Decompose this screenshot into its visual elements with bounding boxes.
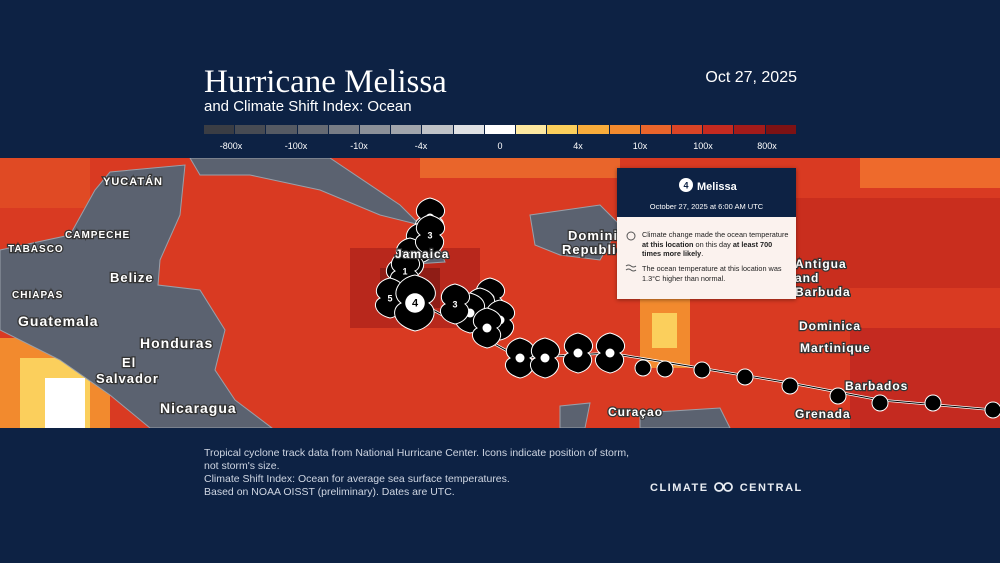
track-points bbox=[634, 359, 1000, 419]
place-label: Belize bbox=[110, 270, 154, 285]
text: at least 700 times more likely bbox=[642, 239, 773, 259]
legend-scale bbox=[204, 125, 797, 134]
place-label: Barbuda bbox=[795, 285, 851, 299]
storm-tooltip: 4 Melissa October 27, 2025 at 6:00 AM UT… bbox=[617, 168, 796, 299]
ocean-shading bbox=[0, 158, 1000, 428]
storm-category: 3 bbox=[452, 300, 457, 310]
tooltip-text-1: Climate change made the ocean temperatur… bbox=[642, 230, 792, 259]
place-label: Guatemala bbox=[18, 313, 99, 329]
tooltip-text-2: The ocean temperature at this location w… bbox=[642, 264, 782, 283]
place-label: Honduras bbox=[140, 335, 213, 351]
text: Climate change made the ocean temperatur… bbox=[642, 230, 789, 239]
storm-category: 4 bbox=[412, 298, 419, 310]
text: at this location bbox=[642, 239, 694, 249]
legend-label: 800x bbox=[757, 141, 777, 151]
place-label: TABASCO bbox=[8, 244, 64, 255]
storm-icons: 3 1 5 4 3 bbox=[374, 197, 626, 379]
place-label: and bbox=[795, 271, 819, 285]
note: Climate Shift Index: Ocean for average s… bbox=[204, 473, 510, 485]
place-label: El bbox=[122, 355, 136, 370]
place-label: Nicaragua bbox=[160, 400, 237, 416]
legend-label: 0 bbox=[497, 141, 503, 151]
storm-icon: 3 bbox=[414, 214, 446, 256]
storm-eye bbox=[448, 297, 462, 311]
logo-text: CENTRAL bbox=[739, 482, 803, 494]
storm-eye bbox=[515, 353, 525, 363]
legend-label: 4x bbox=[573, 141, 583, 151]
place-label: CHIAPAS bbox=[12, 290, 63, 301]
storm-eye bbox=[383, 291, 397, 305]
legend-label: -800x bbox=[219, 141, 243, 151]
storm-category: 5 bbox=[387, 294, 392, 304]
storm-eye bbox=[482, 323, 492, 333]
legend-label: -100x bbox=[284, 141, 308, 151]
title: Hurricane Melissa bbox=[204, 64, 447, 100]
storm-name: Melissa bbox=[697, 181, 737, 193]
storm-eye bbox=[573, 348, 583, 358]
logo-text: CLIMATE bbox=[650, 482, 709, 494]
date: Oct 27, 2025 bbox=[705, 69, 797, 86]
place-label: Martinique bbox=[800, 341, 871, 355]
place-label: CAMPECHE bbox=[65, 230, 130, 241]
place-label: Salvador bbox=[96, 371, 159, 386]
footnotes: Tropical cyclone track data from Nationa… bbox=[204, 447, 634, 499]
place-label: YUCATÁN bbox=[103, 175, 163, 188]
text: . bbox=[701, 249, 704, 258]
tooltip-icons bbox=[625, 231, 637, 272]
place-label: Republic bbox=[562, 242, 625, 257]
storm-icon: 4 bbox=[394, 274, 436, 332]
storm-icon bbox=[471, 307, 503, 349]
storm-icon: 3 bbox=[439, 283, 471, 325]
tooltip-date: October 27, 2025 at 6:00 AM UTC bbox=[649, 202, 764, 211]
place-label: Dominica bbox=[799, 319, 861, 333]
storm-badge: 4 bbox=[679, 178, 693, 192]
place-label: Curaçao bbox=[608, 405, 663, 419]
note: Based on NOAA OISST (preliminary). Dates… bbox=[204, 486, 455, 498]
note: Tropical cyclone track data from Nationa… bbox=[204, 447, 630, 472]
legend-label: 100x bbox=[693, 141, 713, 151]
tooltip-header: 4 Melissa October 27, 2025 at 6:00 AM UT… bbox=[617, 168, 796, 217]
storm-category: 1 bbox=[402, 267, 407, 277]
storm-icon bbox=[529, 337, 561, 379]
storm-eye bbox=[398, 264, 412, 278]
storm-eye bbox=[605, 348, 615, 358]
storm-eye bbox=[405, 293, 425, 313]
legend-label: -4x bbox=[414, 141, 428, 151]
place-label: Grenada bbox=[795, 407, 851, 421]
storm-category: 4 bbox=[683, 181, 688, 191]
storm-icon bbox=[562, 332, 594, 374]
place-label: Jamaica bbox=[395, 247, 449, 261]
storm-eye bbox=[540, 353, 550, 363]
text: on this day bbox=[693, 239, 733, 249]
place-label: Antigua bbox=[795, 257, 847, 271]
subtitle: and Climate Shift Index: Ocean bbox=[204, 98, 412, 115]
legend-label: 10x bbox=[632, 141, 648, 151]
storm-eye bbox=[423, 228, 437, 242]
logo: CLIMATE CENTRAL bbox=[650, 482, 803, 494]
logo-icon bbox=[714, 482, 734, 492]
storm-icon bbox=[594, 332, 626, 374]
storm-category: 3 bbox=[427, 231, 432, 241]
storm-icon bbox=[504, 337, 536, 379]
legend-label: -10x bbox=[350, 141, 368, 151]
place-label: Barbados bbox=[845, 379, 908, 393]
